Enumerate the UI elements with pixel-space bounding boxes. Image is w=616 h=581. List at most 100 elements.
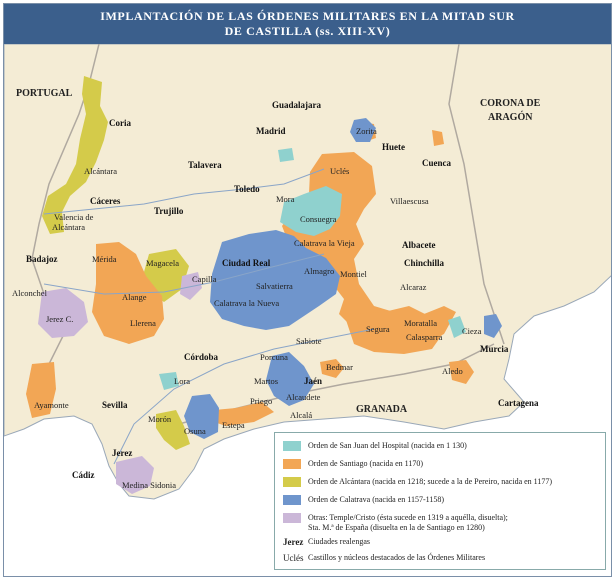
legend-item-royal: Jerez Ciudades realengas: [283, 537, 370, 547]
legend-swatch-hospital: [283, 441, 301, 451]
royal-city: Murcia: [480, 344, 509, 354]
legend-label: Orden de San Juan del Hospital (nacida e…: [308, 441, 467, 450]
calatrava-area-ciudad-real: [210, 230, 340, 330]
royal-cities: Coria Cáceres Trujillo Badajoz Talavera …: [26, 100, 539, 480]
royal-city: Córdoba: [184, 352, 219, 362]
map-frame: IMPLANTACIÓN DE LAS ÓRDENES MILITARES EN…: [3, 3, 612, 577]
order-place: Capilla: [192, 274, 217, 284]
otras-area-jerez: [38, 288, 88, 338]
order-place: Mora: [276, 194, 295, 204]
calatrava-area-osuna: [184, 394, 219, 439]
royal-city: Cartagena: [498, 398, 539, 408]
region-portugal: PORTUGAL: [16, 88, 73, 99]
royal-city: Jerez: [112, 448, 132, 458]
royal-city: Toledo: [234, 184, 260, 194]
order-place: Osuna: [184, 426, 206, 436]
legend-item-santiago: Orden de Santiago (nacida en 1170): [283, 459, 423, 469]
order-place: Montiel: [340, 269, 368, 279]
order-place: Mérida: [92, 254, 117, 264]
legend-item-calatrava: Orden de Calatrava (nacida en 1157-1158): [283, 495, 444, 505]
order-place: Moratalla: [404, 318, 437, 328]
legend-swatch-calatrava: [283, 495, 301, 505]
legend-label: Orden de Alcántara (nacida en 1218; suce…: [308, 477, 553, 486]
order-place: Calasparra: [406, 332, 443, 342]
santiago-area-ayamonte: [26, 362, 56, 418]
order-place: Salvatierra: [256, 281, 293, 291]
legend-item-hospital: Orden de San Juan del Hospital (nacida e…: [283, 441, 467, 451]
royal-city: Guadalajara: [272, 100, 322, 110]
order-place: Alcántara: [84, 166, 117, 176]
order-place: Aledo: [442, 366, 463, 376]
map-title: IMPLANTACIÓN DE LAS ÓRDENES MILITARES EN…: [4, 4, 611, 44]
hospital-area-lora: [159, 372, 179, 390]
legend-label: Otras: Temple/Cristo (ésta sucede en 131…: [308, 513, 508, 522]
order-place: Calatrava la Vieja: [294, 238, 355, 248]
order-place: Calatrava la Nueva: [214, 298, 279, 308]
legend-label: Sta. M.ª de España (disuelta en la de Sa…: [308, 523, 485, 532]
order-place: Zorita: [356, 126, 377, 136]
aragon-border: [448, 44, 505, 345]
order-place: Almagro: [304, 266, 334, 276]
legend-swatch-santiago: [283, 459, 301, 469]
royal-city: Cáceres: [90, 196, 121, 206]
river-tajo: [43, 168, 325, 215]
order-place: Morón: [148, 414, 172, 424]
order-place: Valencia de: [54, 212, 94, 222]
order-place: Consuegra: [300, 214, 337, 224]
royal-city: Cádiz: [72, 470, 95, 480]
order-place: Jerez C.: [46, 314, 73, 324]
legend-label: Orden de Santiago (nacida en 1170): [308, 459, 423, 468]
map-title-line2: DE CASTILLA (ss. XIII-XV): [224, 24, 391, 38]
order-place: Cieza: [462, 326, 482, 336]
map-legend: Orden de San Juan del Hospital (nacida e…: [274, 432, 606, 570]
otras-area-medina: [116, 456, 154, 494]
otras-area-capilla: [180, 272, 202, 300]
royal-city: Coria: [109, 118, 131, 128]
santiago-area-aledo: [449, 360, 474, 384]
royal-city: Cuenca: [422, 158, 451, 168]
order-place: Alcántara: [52, 222, 85, 232]
legend-swatch-otras: [283, 513, 301, 523]
royal-city: Ciudad Real: [222, 258, 271, 268]
order-place: Alcalá: [290, 410, 312, 420]
order-place: Alcaudete: [286, 392, 321, 402]
order-place: Alconchel: [12, 288, 48, 298]
santiago-area-segura: [344, 306, 444, 354]
alcantara-area-north: [42, 76, 108, 234]
royal-city: Huete: [382, 142, 405, 152]
order-place: Alange: [122, 292, 147, 302]
calatrava-area-martos: [266, 352, 314, 406]
royal-city: Sevilla: [102, 400, 128, 410]
royal-city: Albacete: [402, 240, 436, 250]
legend-royal-example: Jerez: [283, 537, 304, 547]
hospital-area-consuegra: [280, 186, 342, 236]
order-place: Villaescusa: [390, 196, 429, 206]
legend-castle-desc: Castillos y núcleos destacados de las Ór…: [308, 553, 486, 562]
hospital-area-moratalla: [448, 316, 466, 338]
order-place: Lora: [174, 376, 190, 386]
legend-item-otras: Otras: Temple/Cristo (ésta sucede en 131…: [283, 513, 508, 533]
order-place: Magacela: [146, 258, 179, 268]
legend-otras-text: Otras: Temple/Cristo (ésta sucede en 131…: [308, 513, 508, 533]
order-place: Medina Sidonia: [122, 480, 176, 490]
legend-royal-desc: Ciudades realengas: [308, 537, 370, 546]
river-guadalquivir: [113, 328, 375, 465]
order-place: Segura: [366, 324, 390, 334]
order-place: Estepa: [222, 420, 245, 430]
royal-city: Trujillo: [154, 206, 184, 216]
santiago-area-estepa: [214, 402, 274, 426]
royal-city: Talavera: [188, 160, 222, 170]
order-place: Alcaraz: [400, 282, 427, 292]
royal-city: Chinchilla: [404, 258, 445, 268]
legend-castle-example: Uclés: [283, 553, 304, 563]
royal-city: Jaén: [304, 376, 322, 386]
order-place: Llerena: [130, 318, 156, 328]
santiago-area-bedmar: [320, 359, 344, 378]
order-place: Uclés: [330, 166, 349, 176]
hospital-area-north: [278, 148, 294, 162]
order-places: Alcántara Valencia de Alcántara Mérida A…: [12, 126, 482, 490]
calatrava-area-zorita: [350, 118, 376, 142]
alcantara-area-moron: [156, 410, 190, 450]
calatrava-area-cieza: [484, 314, 502, 338]
order-place: Porcuna: [260, 352, 288, 362]
